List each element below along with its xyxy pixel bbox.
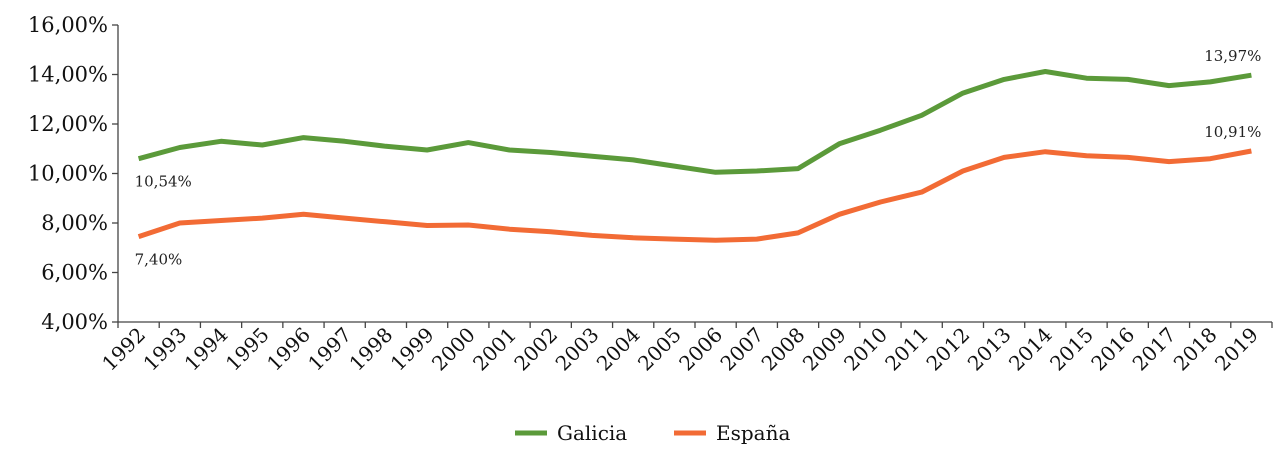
series-line-espaa	[137, 148, 1252, 243]
y-tick-label: 8,00%	[41, 211, 108, 235]
x-axis-ticks: 1992199319941995199619971998199920002001…	[97, 322, 1273, 376]
series-lines	[137, 69, 1252, 243]
x-tick-label: 1998	[344, 323, 397, 376]
series-line-galicia	[137, 69, 1252, 175]
x-tick-label: 1995	[221, 323, 274, 376]
data-annotations: 10,54% 7,40% 13,97% 10,91%	[135, 47, 1262, 268]
x-tick-label: 2019	[1210, 323, 1263, 376]
x-tick-label: 1996	[262, 323, 315, 376]
data-label: 13,97%	[1204, 47, 1261, 65]
x-tick-label: 2005	[633, 323, 686, 376]
x-tick-label: 2009	[798, 323, 851, 376]
x-tick-label: 1997	[303, 323, 356, 376]
x-tick-label: 2012	[921, 323, 974, 376]
data-label: 10,91%	[1204, 123, 1261, 141]
y-tick-label: 16,00%	[28, 13, 108, 37]
x-tick-label: 2014	[1004, 323, 1057, 376]
x-tick-label: 2001	[468, 323, 521, 376]
data-label: 10,54%	[135, 173, 192, 191]
y-tick-label: 4,00%	[41, 310, 108, 334]
x-tick-label: 2000	[427, 323, 480, 376]
x-tick-label: 2008	[757, 323, 810, 376]
x-tick-label: 1999	[386, 323, 439, 376]
x-tick-label: 2018	[1169, 323, 1222, 376]
x-tick-label: 2004	[592, 323, 645, 376]
legend-label: Galicia	[557, 421, 627, 445]
legend: Galicia España	[515, 421, 790, 445]
x-tick-label: 2002	[509, 323, 562, 376]
axes	[117, 25, 1272, 323]
x-tick-label: 2017	[1128, 323, 1181, 376]
x-tick-label: 2006	[674, 323, 727, 376]
y-tick-label: 12,00%	[28, 112, 108, 136]
y-tick-label: 6,00%	[41, 261, 108, 285]
x-tick-label: 2007	[715, 323, 768, 376]
x-tick-label: 1994	[180, 323, 233, 376]
x-tick-label: 2015	[1045, 323, 1098, 376]
y-axis-ticks: 4,00% 6,00% 8,00% 10,00% 12,00% 14,00% 16,00%	[28, 13, 118, 334]
x-tick-label: 2016	[1086, 323, 1139, 376]
y-tick-label: 14,00%	[28, 63, 108, 87]
x-tick-label: 2011	[880, 323, 933, 376]
x-tick-label: 1993	[138, 323, 191, 376]
legend-label: España	[716, 421, 790, 445]
x-tick-label: 2010	[839, 323, 892, 376]
x-tick-label: 2013	[963, 323, 1016, 376]
x-tick-label: 2003	[551, 323, 604, 376]
data-label: 7,40%	[135, 251, 183, 269]
y-tick-label: 10,00%	[28, 162, 108, 186]
